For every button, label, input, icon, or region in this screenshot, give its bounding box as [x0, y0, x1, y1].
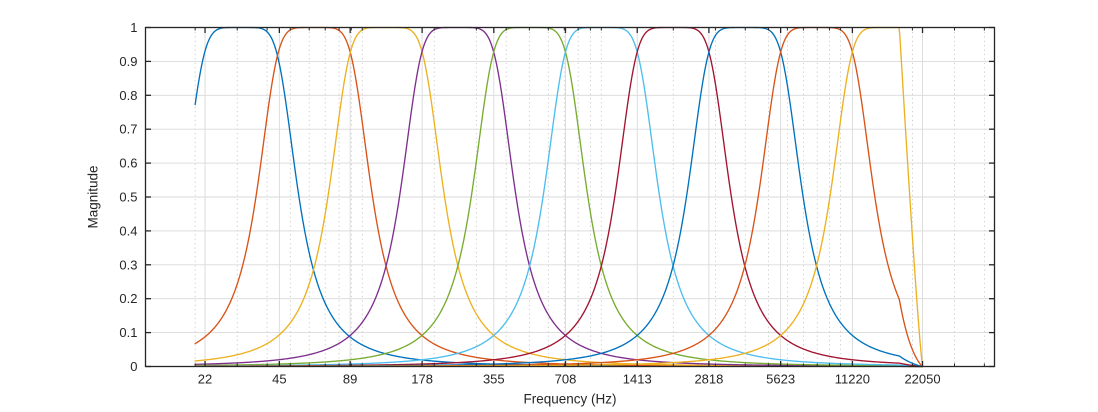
- x-tick-label: 178: [411, 372, 433, 387]
- minor-grid-layer: [194, 27, 985, 367]
- y-tick-label: 0.2: [119, 291, 137, 306]
- x-tick-label: 708: [555, 372, 577, 387]
- x-tick-label: 1413: [623, 372, 652, 387]
- y-tick-label: 0.9: [119, 54, 137, 69]
- x-tick-label: 11220: [835, 372, 870, 387]
- y-tick-label: 0.5: [119, 190, 137, 205]
- y-axis-title: Magnitude: [86, 165, 101, 228]
- data-series-line-5: [194, 26, 924, 368]
- x-tick-label: 5623: [766, 372, 795, 387]
- y-tick-label: 0.1: [119, 325, 137, 340]
- y-tick-label: 1: [130, 20, 137, 35]
- y-tick-label: 0.6: [119, 156, 137, 171]
- ticks-layer: [145, 26, 995, 368]
- major-grid-layer: [145, 27, 995, 367]
- x-axis-title: Frequency (Hz): [523, 392, 616, 407]
- x-tick-label: 355: [483, 372, 505, 387]
- y-tick-label: 0.8: [119, 88, 137, 103]
- x-tick-label: 22050: [904, 372, 940, 387]
- x-tick-label: 89: [343, 372, 357, 387]
- x-tick-label: 22: [198, 372, 212, 387]
- x-tick-label: 2818: [694, 372, 723, 387]
- tick-labels-layer: 22 45 89 178 355 708 1413 2818 5623 11220 22050 0 0.…: [119, 20, 940, 387]
- y-tick-label: 0.4: [119, 223, 137, 238]
- data-series-line-6: [194, 26, 924, 368]
- data-series-line-4: [194, 26, 924, 368]
- y-tick-label: 0.7: [119, 122, 137, 137]
- y-tick-label: 0: [130, 359, 137, 374]
- x-tick-label: 45: [272, 372, 286, 387]
- y-tick-label: 0.3: [119, 257, 137, 272]
